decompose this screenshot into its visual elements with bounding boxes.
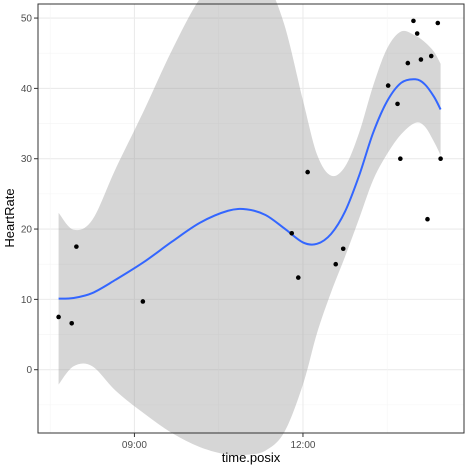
y-tick-label: 50	[21, 14, 33, 25]
data-point	[411, 18, 416, 24]
panel-border	[37, 3, 465, 434]
y-axis-ticks: 0 10 20 30 40 50	[21, 14, 38, 376]
smooth-line	[58, 78, 442, 300]
y-tick-label: 20	[21, 225, 33, 236]
x-tick-label: 09:00	[122, 440, 147, 451]
confidence-ribbon	[58, 0, 441, 456]
x-axis-title: time.posix	[222, 450, 281, 465]
y-tick-label: 40	[21, 84, 33, 95]
data-point	[289, 230, 295, 236]
data-point	[405, 60, 411, 66]
y-axis-title: HeartRate	[2, 188, 17, 247]
y-tick-label: 0	[26, 365, 32, 376]
data-point	[333, 261, 339, 267]
data-point	[418, 57, 424, 62]
panel-background	[38, 4, 464, 433]
data-point	[395, 101, 400, 107]
data-point	[56, 314, 61, 320]
data-point	[69, 320, 75, 326]
x-tick-label: 12:00	[290, 440, 315, 451]
data-point	[414, 31, 420, 36]
data-point	[425, 216, 430, 222]
data-point	[398, 156, 403, 162]
data-point	[295, 275, 301, 280]
data-points	[56, 18, 443, 326]
data-point	[435, 20, 441, 26]
data-point	[428, 53, 434, 59]
data-point	[74, 244, 79, 249]
data-point	[438, 156, 443, 162]
x-axis-ticks: 09:00 12:00	[122, 433, 316, 451]
y-tick-label: 10	[21, 295, 33, 306]
data-point	[305, 169, 310, 175]
data-point	[340, 246, 346, 252]
grid-lines	[38, 4, 464, 433]
data-point	[385, 83, 391, 88]
data-point	[140, 299, 146, 304]
y-tick-label: 30	[21, 154, 33, 165]
